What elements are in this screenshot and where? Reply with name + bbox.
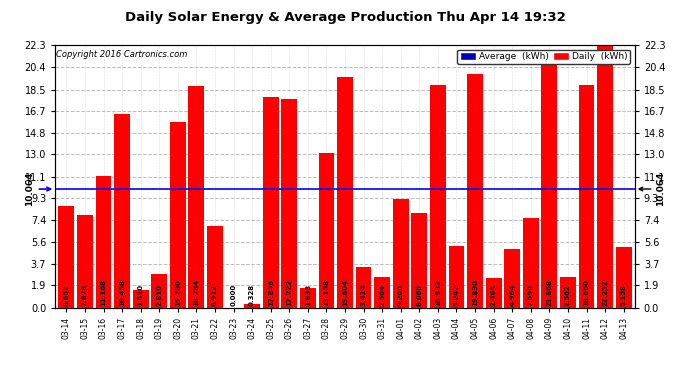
Legend: Average  (kWh), Daily  (kWh): Average (kWh), Daily (kWh)	[457, 50, 630, 64]
Text: 19.604: 19.604	[342, 279, 348, 306]
Bar	[282, 99, 297, 308]
Bar	[597, 46, 613, 308]
Bar	[542, 50, 558, 308]
Bar	[355, 267, 371, 308]
Bar	[263, 98, 279, 308]
Bar	[96, 176, 111, 308]
Text: Copyright 2016 Cartronics.com: Copyright 2016 Cartronics.com	[57, 50, 188, 59]
Bar	[244, 304, 260, 307]
Text: 8.652: 8.652	[63, 284, 70, 306]
Text: 18.932: 18.932	[435, 279, 441, 306]
Text: 22.252: 22.252	[602, 279, 608, 306]
Text: 5.242: 5.242	[453, 284, 460, 306]
Text: 13.158: 13.158	[324, 279, 329, 306]
Text: 2.810: 2.810	[156, 284, 162, 306]
Text: Daily Solar Energy & Average Production Thu Apr 14 19:32: Daily Solar Energy & Average Production …	[125, 11, 565, 24]
Bar	[615, 247, 631, 308]
Bar	[170, 122, 186, 308]
Text: 8.060: 8.060	[416, 284, 422, 306]
Bar	[337, 77, 353, 308]
Text: 7.878: 7.878	[82, 284, 88, 306]
Bar	[132, 290, 148, 308]
Text: 18.784: 18.784	[193, 279, 199, 306]
Text: 6.912: 6.912	[212, 284, 218, 306]
Bar	[579, 86, 594, 308]
Bar	[59, 206, 75, 308]
Bar	[523, 218, 539, 308]
Text: 0.328: 0.328	[249, 284, 255, 306]
Text: 16.458: 16.458	[119, 279, 125, 306]
Text: 4.964: 4.964	[509, 284, 515, 306]
Text: 10.064: 10.064	[639, 172, 665, 206]
Bar	[374, 278, 390, 308]
Bar	[207, 226, 223, 308]
Text: 2.564: 2.564	[379, 284, 385, 306]
Bar	[430, 85, 446, 308]
Text: 2.562: 2.562	[565, 284, 571, 306]
Bar	[151, 274, 167, 308]
Bar	[319, 153, 335, 308]
Text: 1.638: 1.638	[305, 284, 311, 306]
Bar	[393, 199, 408, 308]
Text: 2.464: 2.464	[491, 284, 497, 306]
Text: 9.200: 9.200	[397, 284, 404, 306]
Bar	[300, 288, 316, 308]
Text: 0.000: 0.000	[230, 284, 237, 306]
Bar	[411, 213, 427, 308]
Text: 5.158: 5.158	[620, 284, 627, 306]
Bar	[77, 215, 93, 308]
Bar	[114, 114, 130, 308]
Text: 10.064: 10.064	[25, 172, 50, 206]
Bar	[560, 278, 576, 308]
Text: 11.168: 11.168	[101, 279, 106, 306]
Bar	[448, 246, 464, 308]
Text: 3.414: 3.414	[361, 283, 366, 306]
Text: 17.846: 17.846	[268, 279, 274, 306]
Text: 19.830: 19.830	[472, 279, 478, 306]
Text: 1.510: 1.510	[137, 284, 144, 306]
Text: 7.590: 7.590	[528, 284, 534, 306]
Text: 15.780: 15.780	[175, 279, 181, 306]
Text: 21.868: 21.868	[546, 279, 553, 306]
Text: 18.860: 18.860	[584, 279, 589, 306]
Bar	[504, 249, 520, 308]
Bar	[188, 86, 204, 308]
Bar	[467, 74, 483, 307]
Text: 17.722: 17.722	[286, 279, 293, 306]
Bar	[486, 279, 502, 308]
